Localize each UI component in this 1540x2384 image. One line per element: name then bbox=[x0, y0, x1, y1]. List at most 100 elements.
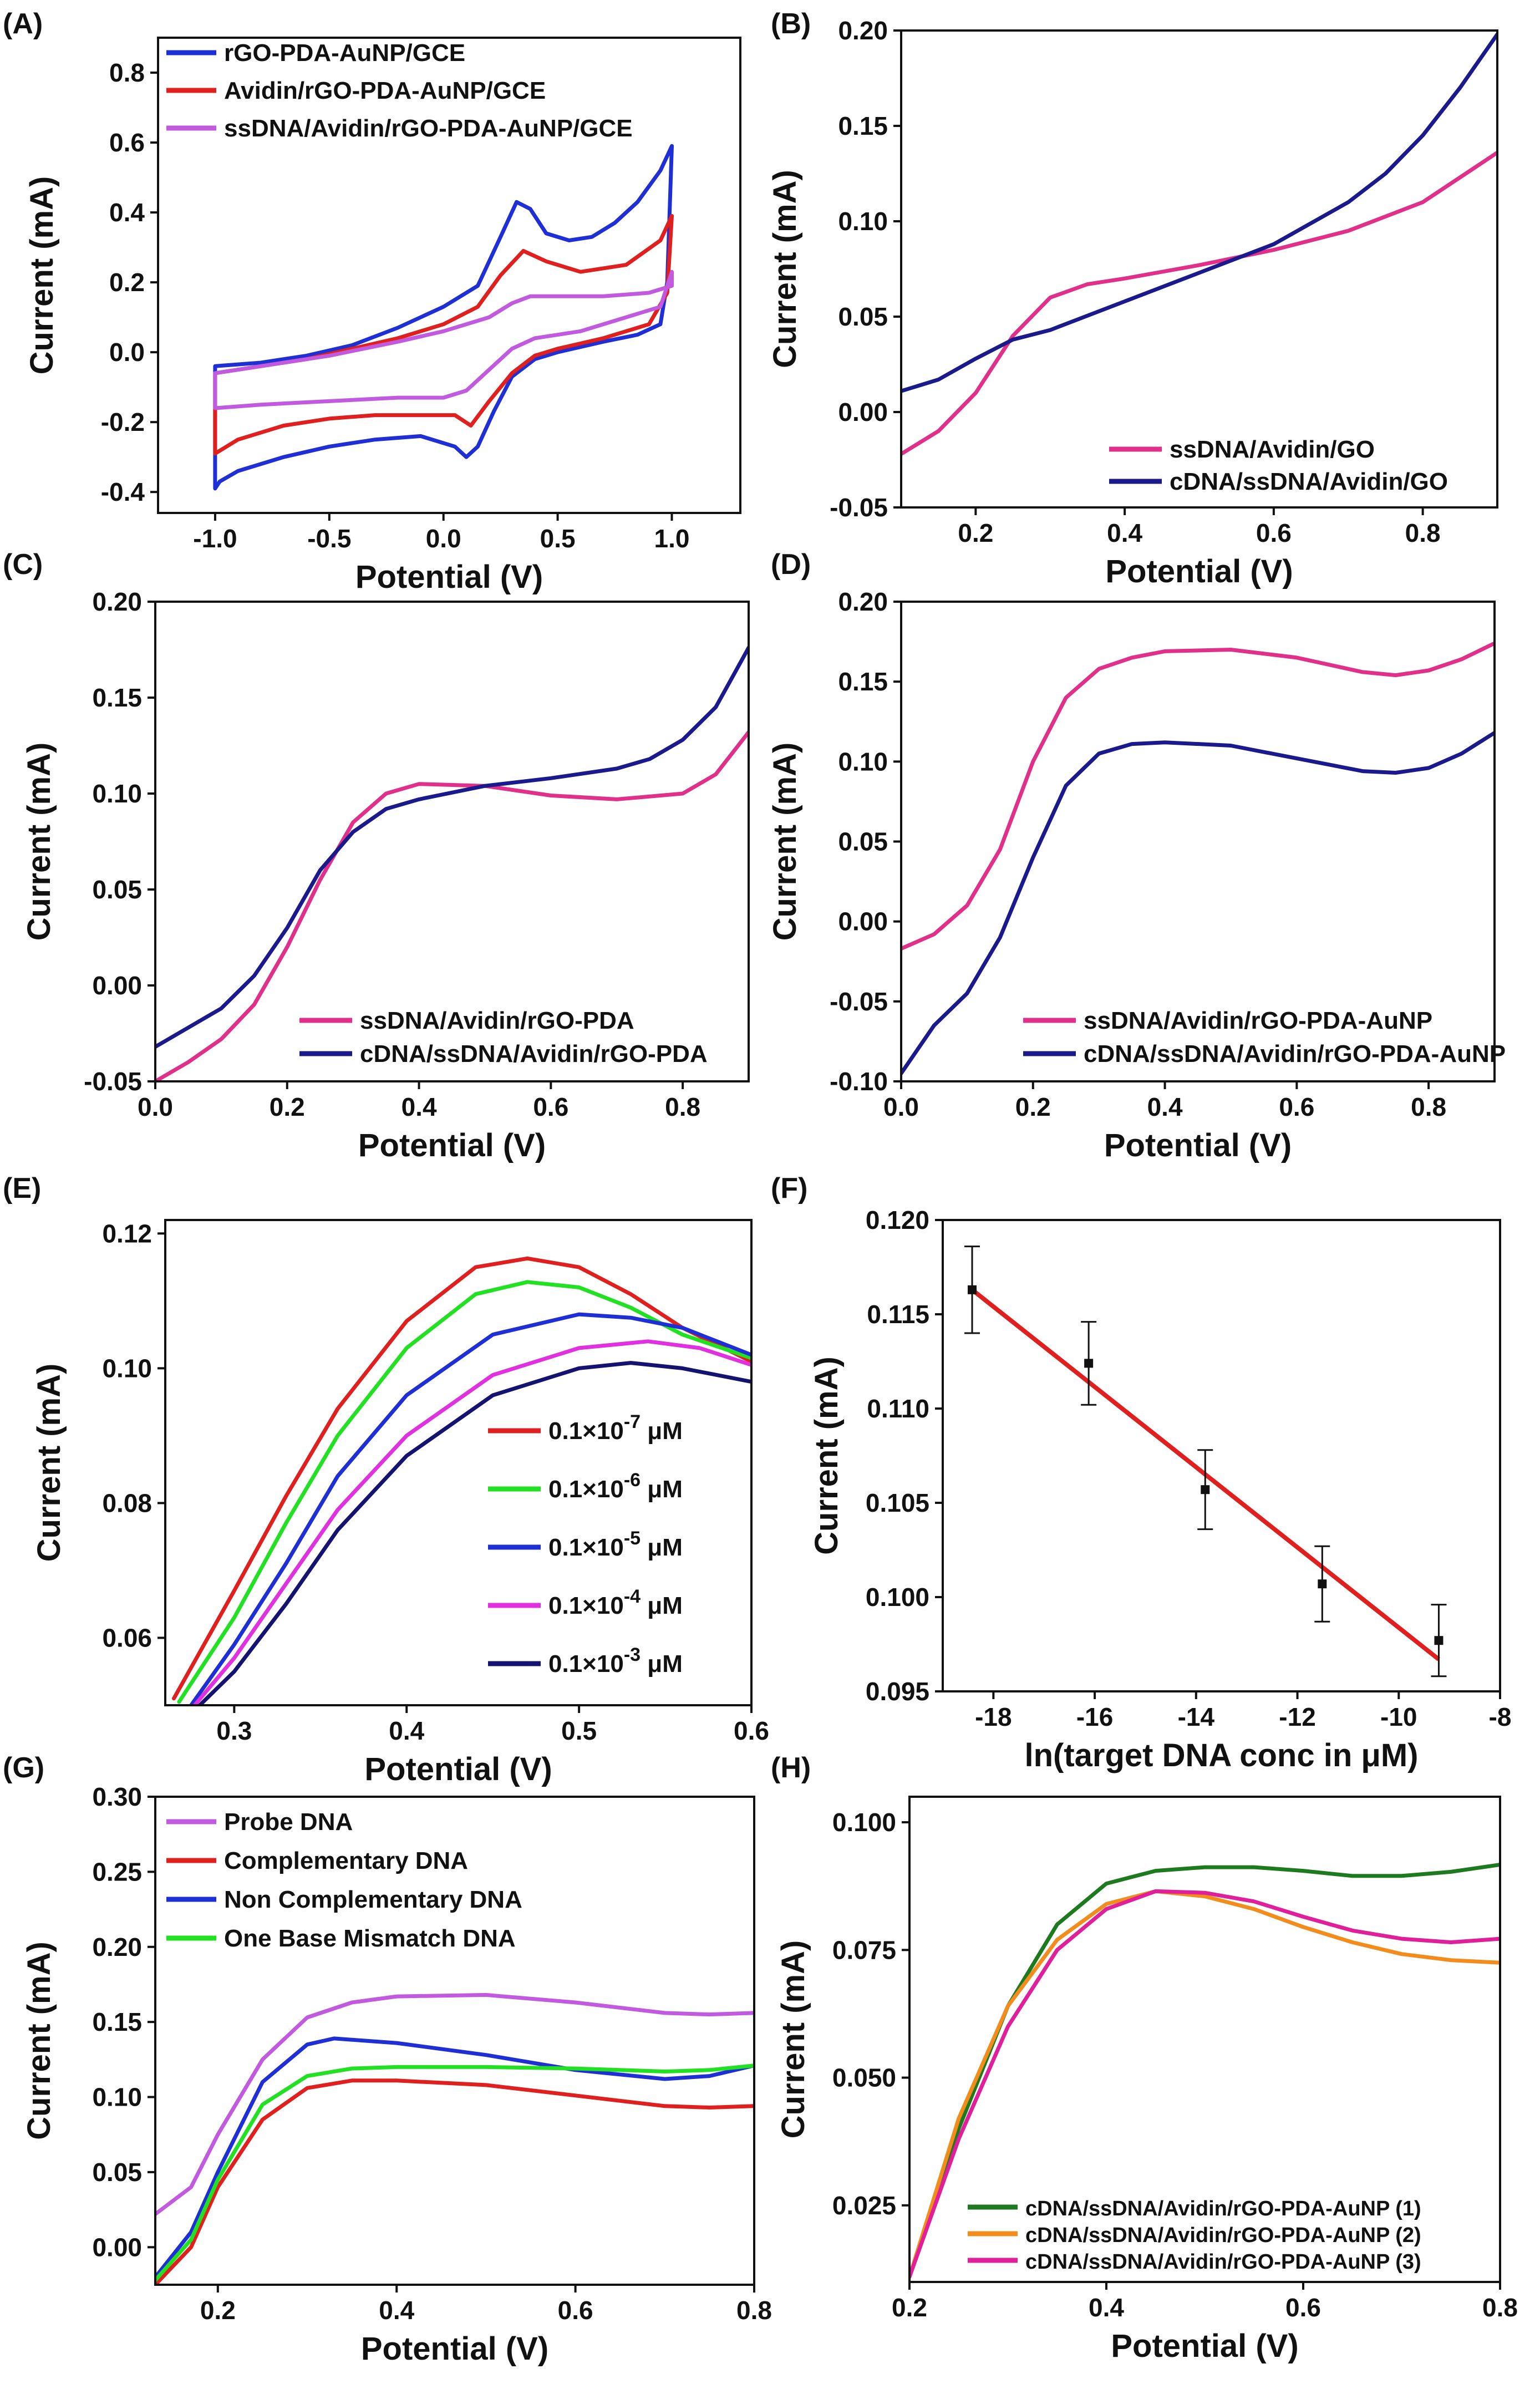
legend: cDNA/ssDNA/Avidin/rGO-PDA-AuNP (1) cDNA/s… bbox=[968, 2197, 1421, 2274]
legend-label: Non Complementary DNA bbox=[224, 1886, 522, 1913]
x-tick-label: 0.4 bbox=[1089, 2293, 1124, 2322]
x-tick-label: 0.8 bbox=[736, 2296, 772, 2325]
x-tick-label: 0.4 bbox=[1147, 1092, 1183, 1121]
legend-label: Probe DNA bbox=[224, 1808, 353, 1836]
legend-label: rGO-PDA-AuNP/GCE bbox=[224, 39, 465, 67]
series-line bbox=[909, 1889, 1500, 2279]
series-line bbox=[909, 1889, 1500, 2279]
x-axis-label: Potential (V) bbox=[358, 1127, 546, 1163]
y-tick-label: 0.10 bbox=[92, 2083, 142, 2112]
y-tick-label: -0.05 bbox=[830, 987, 888, 1016]
legend: ssDNA/Avidin/GO cDNA/ssDNA/Avidin/GO bbox=[1109, 436, 1448, 495]
y-tick-label: 0.025 bbox=[832, 2191, 896, 2220]
y-axis-label: Current (mA) bbox=[809, 1356, 845, 1555]
series-line bbox=[213, 214, 674, 456]
x-tick-label: 0.2 bbox=[200, 2296, 236, 2325]
legend-label: cDNA/ssDNA/Avidin/rGO-PDA-AuNP bbox=[1084, 1040, 1506, 1068]
x-tick-label: 0.0 bbox=[883, 1092, 919, 1121]
y-tick-label: 0.00 bbox=[92, 971, 142, 1000]
y-tick-label: 0.05 bbox=[92, 875, 142, 904]
legend-label: ssDNA/Avidin/rGO-PDA-AuNP/GCE bbox=[224, 115, 633, 142]
y-tick-label: 0.10 bbox=[838, 747, 888, 776]
y-tick-label: 0.100 bbox=[832, 1808, 896, 1837]
y-axis-label: Current (mA) bbox=[767, 743, 803, 941]
series-line bbox=[213, 144, 674, 491]
y-tick-label: 0.075 bbox=[832, 1935, 896, 1964]
plot-frame bbox=[942, 1219, 1501, 1692]
panel-F: (F) -18 -16 -14 -12 -10 -8 0.095 0.100 0.105 0.110… bbox=[771, 1172, 1511, 1773]
series-line bbox=[155, 1992, 754, 2217]
legend-label: cDNA/ssDNA/Avidin/GO bbox=[1170, 468, 1448, 495]
y-tick-label: 0.15 bbox=[92, 2007, 142, 2036]
panel-label: (H) bbox=[771, 1752, 811, 1784]
legend-label: Avidin/rGO-PDA-AuNP/GCE bbox=[224, 77, 546, 104]
panel-E: (E) 0.3 0.4 0.5 0.6 0.06 0.08 0.10 0.12 Potential… bbox=[3, 1172, 769, 1787]
series-line bbox=[901, 730, 1495, 1076]
y-tick-label: -0.2 bbox=[101, 408, 145, 436]
y-axis-label: Current (mA) bbox=[767, 170, 803, 368]
series-line bbox=[197, 1361, 751, 1705]
x-tick-label: 0.2 bbox=[958, 519, 993, 547]
y-tick-label: 0.00 bbox=[838, 398, 888, 426]
y-tick-label: 0.15 bbox=[838, 111, 888, 140]
y-tick-label: -0.05 bbox=[84, 1067, 142, 1096]
legend-label: cDNA/ssDNA/Avidin/rGO-PDA-AuNP (1) bbox=[1025, 2197, 1421, 2220]
series-line bbox=[177, 1280, 751, 1704]
panel-D: (D) 0.0 0.2 0.4 0.6 0.8 -0.10 -0.05 0.00 0.05 0.10… bbox=[767, 548, 1506, 1163]
y-tick-label: 0.15 bbox=[92, 683, 142, 712]
y-tick-label: 0.6 bbox=[109, 128, 145, 157]
x-tick-label: -8 bbox=[1489, 1702, 1512, 1731]
panel-H: (H) 0.2 0.4 0.6 0.8 0.025 0.050 0.075 0.100 Poten… bbox=[771, 1752, 1518, 2364]
x-tick-label: -18 bbox=[975, 1702, 1012, 1731]
legend-label: 0.1×10-7 μM bbox=[548, 1411, 683, 1445]
y-tick-label: 0.00 bbox=[92, 2233, 142, 2261]
panel-label: (A) bbox=[3, 8, 43, 40]
panel-label: (G) bbox=[3, 1752, 44, 1784]
data-point bbox=[1434, 1636, 1444, 1645]
y-tick-label: -0.4 bbox=[101, 477, 145, 506]
data-point bbox=[967, 1285, 977, 1294]
y-tick-label: 0.050 bbox=[832, 2063, 896, 2092]
y-tick-label: 0.25 bbox=[92, 1857, 142, 1886]
x-tick-label: 0.6 bbox=[1285, 2293, 1321, 2322]
y-tick-label: 0.30 bbox=[92, 1782, 142, 1811]
y-tick-label: 0.08 bbox=[102, 1488, 152, 1517]
plot-frame bbox=[154, 601, 750, 1082]
x-tick-label: 0.8 bbox=[1405, 519, 1441, 547]
x-axis-label: Potential (V) bbox=[355, 559, 543, 595]
y-tick-label: 0.05 bbox=[92, 2158, 142, 2187]
legend: rGO-PDA-AuNP/GCE Avidin/rGO-PDA-AuNP/GCE s… bbox=[166, 39, 633, 142]
series-line bbox=[901, 32, 1497, 393]
x-axis-label: Potential (V) bbox=[364, 1751, 552, 1787]
x-tick-label: 0.8 bbox=[665, 1092, 700, 1121]
y-tick-label: 0.100 bbox=[866, 1583, 929, 1612]
legend-label: ssDNA/Avidin/rGO-PDA bbox=[360, 1007, 634, 1034]
y-tick-label: 0.4 bbox=[109, 198, 145, 227]
x-tick-label: -16 bbox=[1076, 1702, 1113, 1731]
y-tick-label: 0.110 bbox=[867, 1394, 929, 1423]
x-tick-label: 0.6 bbox=[558, 2296, 593, 2325]
x-axis-label: Potential (V) bbox=[361, 2331, 548, 2367]
y-tick-label: 0.15 bbox=[838, 667, 888, 696]
panel-label: (C) bbox=[3, 548, 43, 581]
series-line bbox=[213, 270, 674, 410]
panel-label: (D) bbox=[771, 548, 811, 581]
series-line bbox=[192, 1339, 751, 1705]
x-tick-label: -1.0 bbox=[193, 524, 237, 553]
y-axis-label: Current (mA) bbox=[775, 1940, 811, 2139]
series-line bbox=[155, 2036, 754, 2279]
x-axis-label: Potential (V) bbox=[1104, 1127, 1292, 1163]
y-tick-label: 0.20 bbox=[92, 587, 142, 616]
x-axis-label: Potential (V) bbox=[1111, 2328, 1298, 2364]
plot-frame bbox=[900, 29, 1498, 509]
legend: 0.1×10-7 μM 0.1×10-6 μM 0.1×10-5 μM 0.1×10-… bbox=[488, 1411, 683, 1678]
x-tick-label: 0.6 bbox=[1256, 519, 1292, 547]
y-tick-label: 0.00 bbox=[838, 907, 888, 936]
x-tick-label: 0.2 bbox=[270, 1092, 305, 1121]
series-line bbox=[901, 150, 1497, 456]
x-tick-label: 0.0 bbox=[138, 1092, 173, 1121]
y-tick-label: 0.05 bbox=[838, 827, 888, 856]
y-tick-label: 0.20 bbox=[92, 1933, 142, 1961]
legend-label: Complementary DNA bbox=[224, 1847, 468, 1874]
y-tick-label: 0.06 bbox=[102, 1623, 152, 1652]
